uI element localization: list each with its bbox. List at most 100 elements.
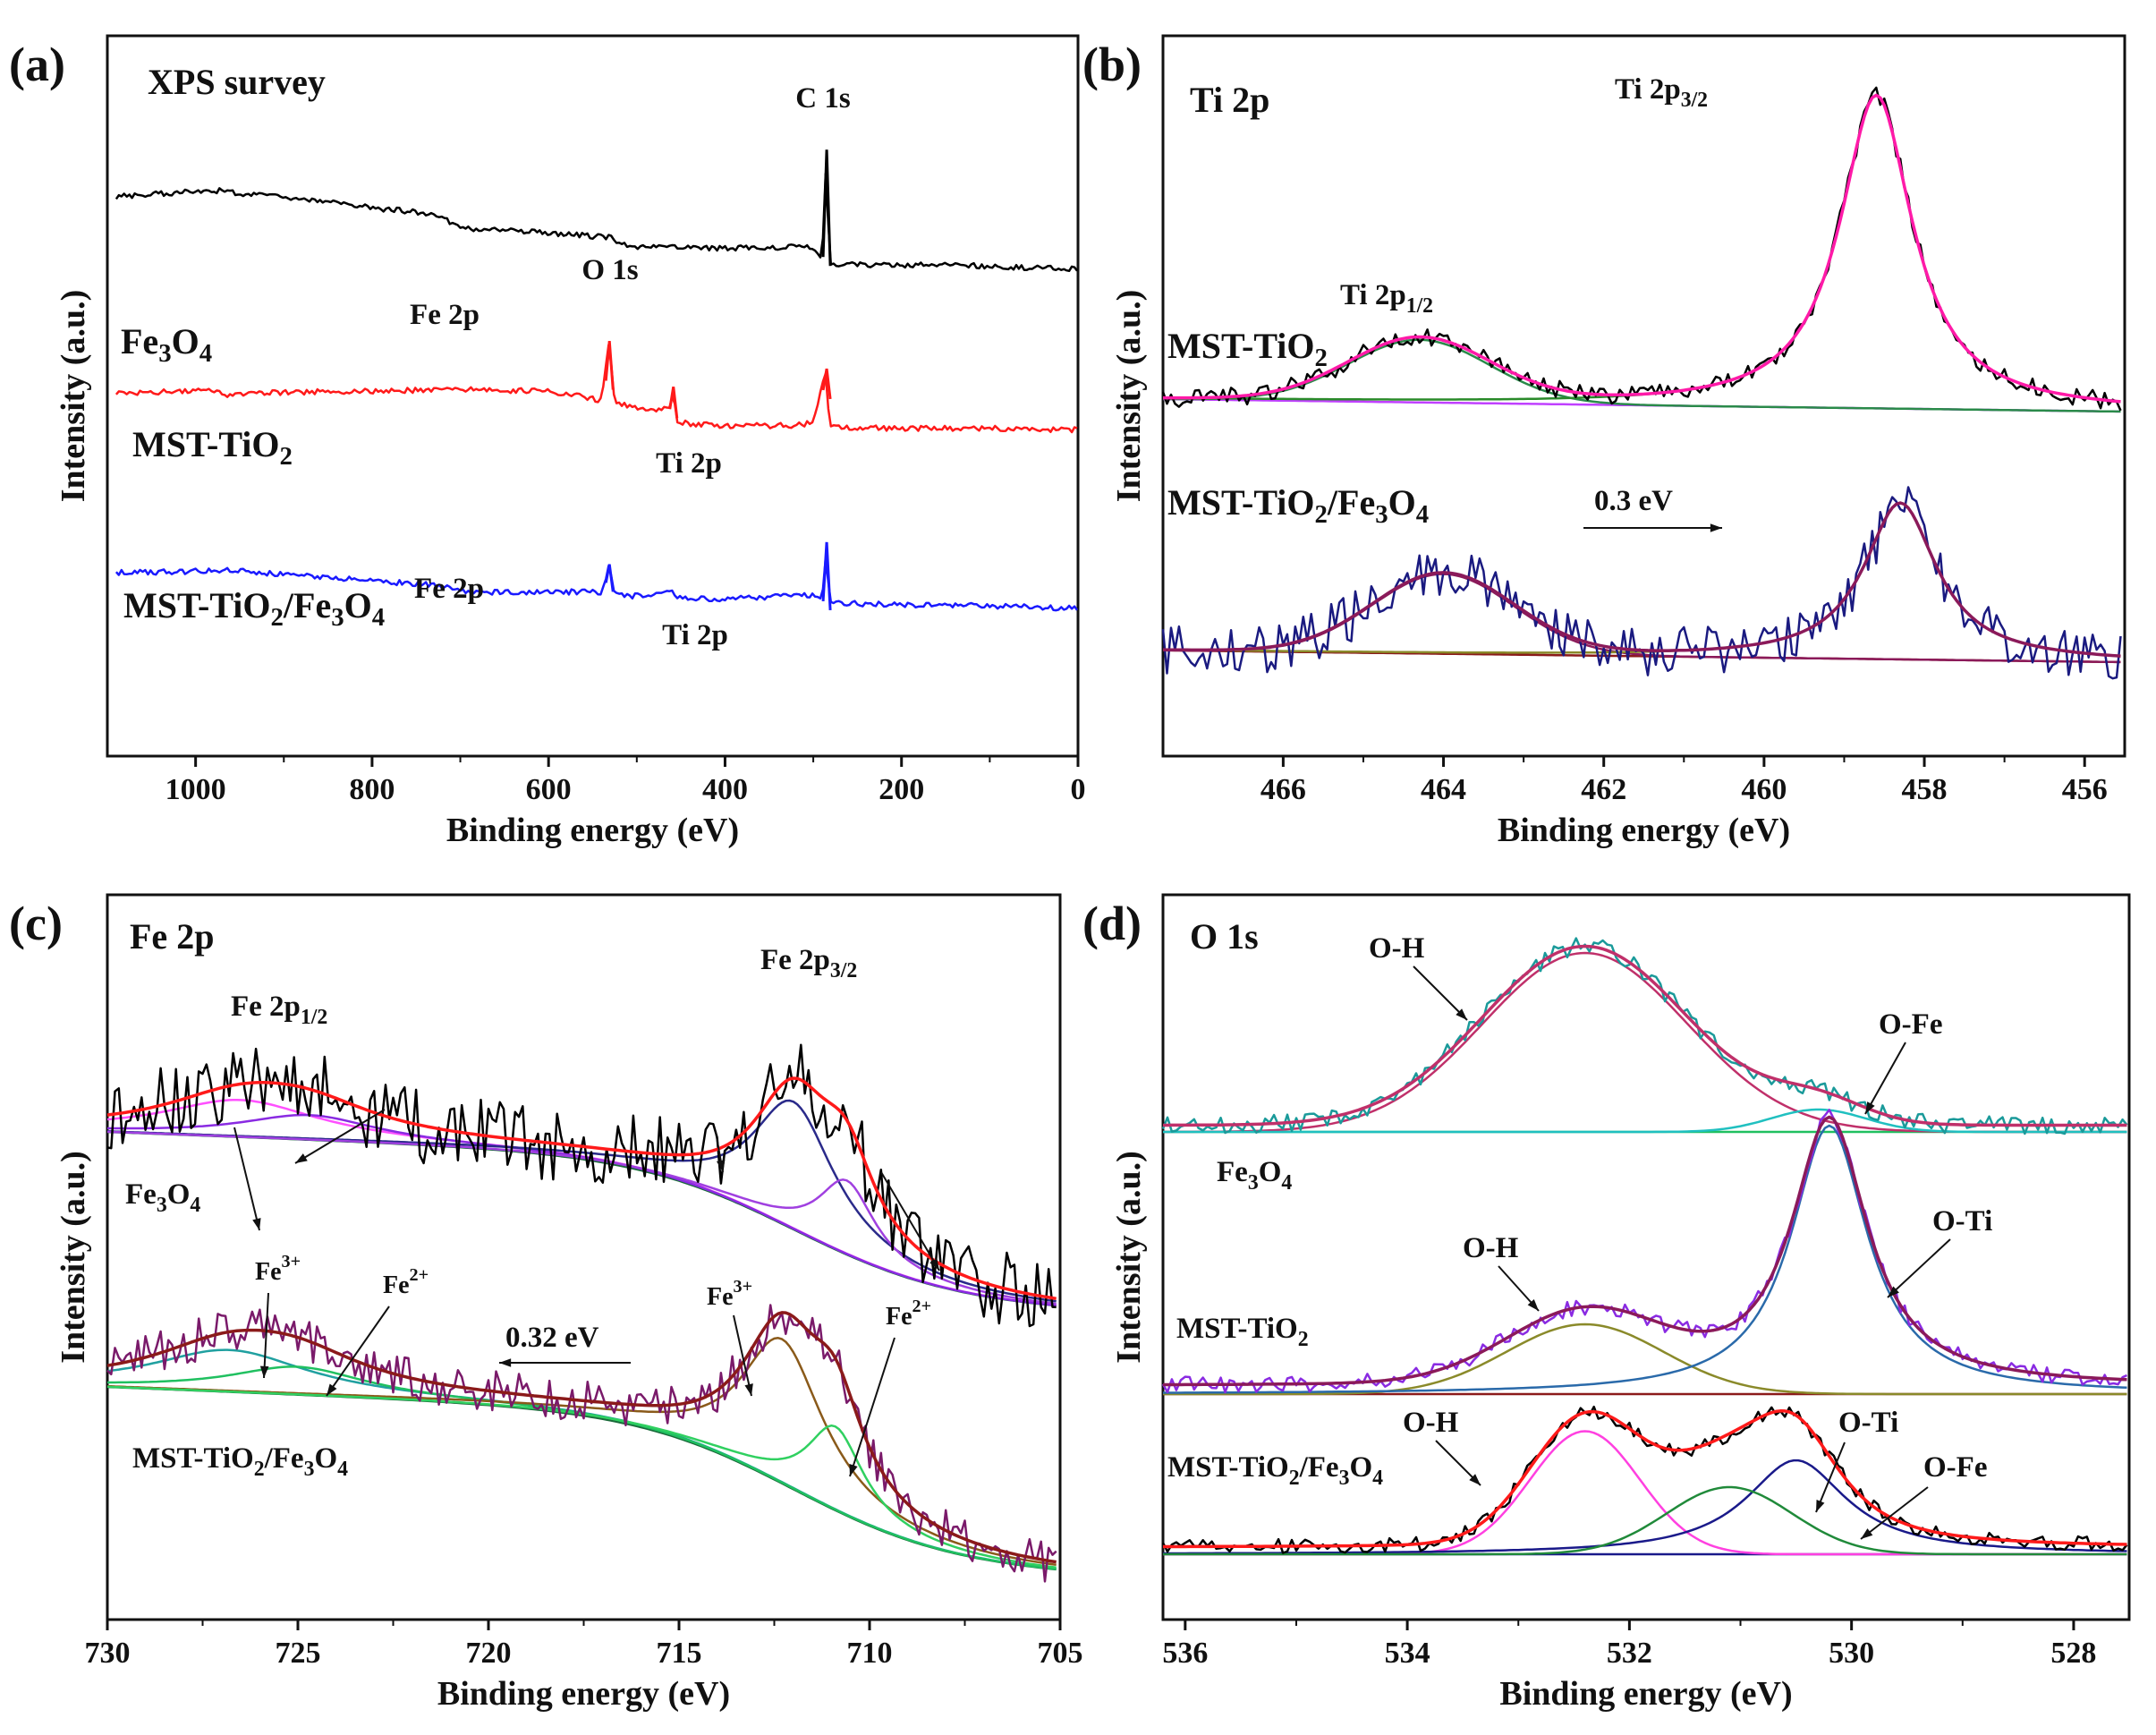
label-part: Fe	[125, 1178, 157, 1211]
peak-mark	[821, 368, 832, 400]
panel-title: Fe 2p	[130, 916, 214, 957]
x-axis-label: Binding energy (eV)	[1499, 1675, 1792, 1713]
peak-label-o1s: O 1s	[581, 254, 638, 286]
component-label-oh-2: O-H	[1463, 1232, 1519, 1264]
label-part: 4	[1416, 500, 1429, 529]
x-tick-label: 0	[1071, 773, 1086, 806]
series-label-fe3o4: Fe3​O4​	[125, 1178, 200, 1217]
label-part: O	[314, 1442, 337, 1475]
fit-component-oh	[1163, 1430, 2127, 1556]
label-part: 2	[1289, 1467, 1300, 1490]
label-part: MST-TiO	[132, 424, 280, 464]
peak-mark	[604, 564, 615, 592]
fit-envelope	[1163, 944, 2127, 1127]
peak-label-ti2p-2: Ti 2p	[662, 619, 728, 651]
arrow-oh-1	[1413, 965, 1468, 1021]
label-part: 4	[372, 603, 385, 632]
label-part: 2	[280, 442, 293, 471]
peak-label-fe2p12: Fe 2p1/2​	[231, 991, 327, 1029]
label-part: Fe 2p	[231, 991, 301, 1023]
peak-mark	[821, 541, 832, 611]
x-tick-label: 800	[349, 773, 395, 806]
raw-data	[106, 1043, 1057, 1328]
peak-label-ti2p32: Ti 2p3/2​	[1615, 73, 1708, 112]
x-axis-label: Binding energy (eV)	[437, 1675, 730, 1713]
series-line	[115, 172, 1079, 273]
label-part: 1/2	[301, 1006, 327, 1029]
x-tick-label: 536	[1162, 1637, 1208, 1670]
label-part: 4	[199, 339, 212, 368]
label-part: 3/2	[830, 959, 857, 982]
y-axis-label: Intensity (a.u.)	[1110, 1151, 1148, 1364]
x-tick-label: 400	[702, 773, 748, 806]
peak-label-ti2p: Ti 2p	[656, 447, 722, 480]
panel-label: (d)	[1082, 897, 1142, 950]
x-axis-label: Binding energy (eV)	[446, 812, 739, 849]
label-part: Fe	[121, 321, 158, 361]
label-part: O	[1388, 482, 1416, 523]
label-part: 3	[158, 339, 171, 368]
label-part: Fe	[255, 1258, 282, 1286]
peak-label-fe2p32: Fe 2p3/2​	[760, 944, 857, 982]
label-part: O	[344, 585, 372, 625]
panel-b: 466 464 462 460 458 456 Binding energy (eV) Int…	[1082, 34, 2126, 849]
label-part: MST-TiO	[132, 1442, 254, 1475]
component-label-ofe: O-Fe	[1879, 1008, 1942, 1041]
panel-title: Ti 2p	[1190, 80, 1269, 120]
shift-arrow-head	[499, 1358, 512, 1367]
series-line	[115, 557, 1079, 612]
panel-label: (c)	[9, 897, 63, 950]
fe3plus-label: Fe3+​	[255, 1252, 301, 1286]
label-part: O	[1259, 1156, 1282, 1188]
peak-mark	[821, 149, 832, 267]
panel-d: 536 534 532 530 528 Binding energy (eV) Intens…	[1082, 893, 2131, 1713]
arrow-fe2-2	[326, 1306, 390, 1397]
arrow-fe3-3-head	[716, 1160, 726, 1172]
arrow-fe2-1	[294, 1109, 386, 1164]
arrow-fe2-3	[880, 1171, 940, 1271]
x-tick-label: 456	[2062, 773, 2108, 806]
label-part: O	[167, 1178, 191, 1211]
series-label-mst-tio2-fe3o4: MST-TiO2​/Fe3​O4​	[132, 1442, 348, 1481]
label-part: Fe	[1217, 1156, 1248, 1188]
label-part: 2	[1315, 500, 1328, 529]
arrow-ofe-1-head	[1865, 1101, 1875, 1114]
peak-label-ti2p12: Ti 2p1/2​	[1340, 279, 1433, 318]
fit-component	[106, 1099, 1057, 1306]
series-label-mst-tio2: MST-TiO2​	[132, 424, 293, 471]
arrow-oh-2-head	[1527, 1299, 1539, 1311]
arrow-fe3-2	[263, 1292, 269, 1379]
x-tick-label: 600	[526, 773, 572, 806]
x-tick-label: 1000	[166, 773, 226, 806]
x-tick-label: 532	[1607, 1637, 1652, 1670]
arrow-fe3-1	[233, 1127, 260, 1231]
series-label-mst-tio2-fe3o4: MST-TiO2​/Fe3​O4​	[123, 585, 385, 632]
arrow-oh-3-head	[1469, 1474, 1481, 1485]
arrow-fe3-2-head	[259, 1365, 269, 1378]
arrow-oh-1-head	[1456, 1008, 1467, 1020]
x-tick-label: 460	[1741, 773, 1787, 806]
component-label-oh: O-H	[1369, 932, 1425, 965]
x-tick-label: 715	[657, 1637, 702, 1670]
component-label-oti-2: O-Ti	[1838, 1407, 1898, 1439]
arrow-oti-2	[1815, 1442, 1846, 1513]
shift-label: 0.32 eV	[505, 1322, 599, 1354]
label-part: 2	[254, 1458, 265, 1481]
label-part: Ti 2p	[1340, 279, 1406, 311]
label-part: MST-TiO	[123, 585, 271, 625]
label-part: /Fe	[1327, 482, 1375, 523]
label-part: 3	[304, 1458, 315, 1481]
fit-envelope	[106, 1076, 1057, 1301]
label-part: 1/2	[1406, 294, 1433, 318]
arrow-fe3-4-head	[744, 1383, 753, 1396]
label-part: 4	[190, 1194, 200, 1217]
label-part: 3	[331, 603, 344, 632]
label-part: 3/2	[1681, 89, 1708, 112]
fit-component-ofe	[1163, 1485, 2127, 1556]
shift-label: 0.3 eV	[1594, 485, 1673, 517]
arrow-fe3-4	[733, 1314, 752, 1397]
label-part: 3+	[282, 1252, 301, 1271]
x-tick-label: 534	[1385, 1637, 1430, 1670]
x-tick-label: 705	[1038, 1637, 1083, 1670]
